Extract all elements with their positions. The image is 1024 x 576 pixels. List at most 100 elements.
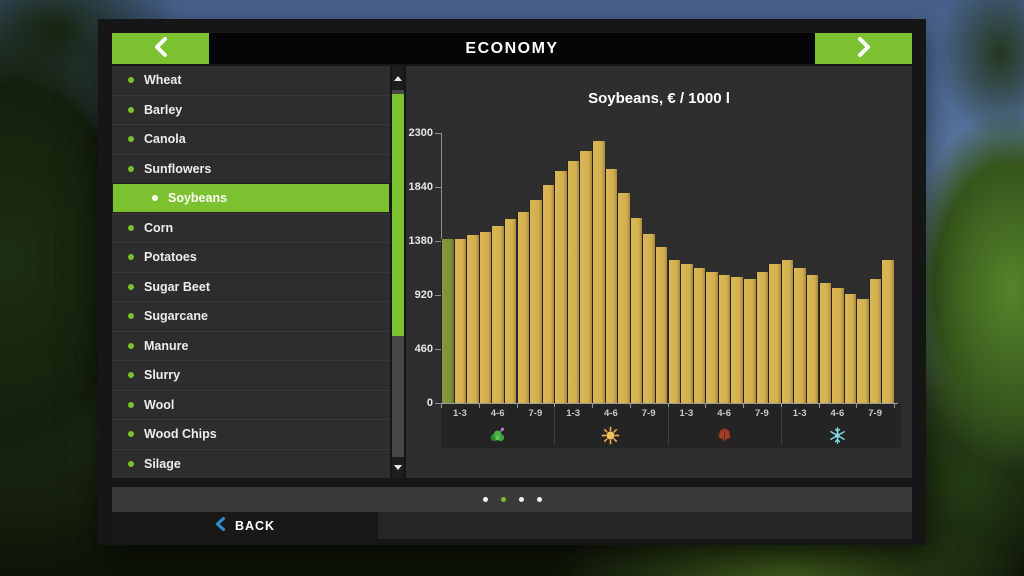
bar xyxy=(466,235,479,403)
bar xyxy=(478,231,492,403)
list-item-wool[interactable]: Wool xyxy=(112,389,390,419)
winter-season-icon xyxy=(818,425,856,445)
bullet-dot-icon xyxy=(128,372,134,379)
bar xyxy=(592,141,605,403)
bullet-dot-icon xyxy=(128,283,134,290)
list-item-label: Silage xyxy=(144,456,181,471)
list-item-label: Potatoes xyxy=(144,250,197,265)
bullet-dot-icon xyxy=(128,165,134,172)
x-tick-label: 7-9 xyxy=(528,408,543,419)
list-item-label: Soybeans xyxy=(168,191,228,206)
list-item-silage[interactable]: Silage xyxy=(112,448,390,478)
list-item-manure[interactable]: Manure xyxy=(112,330,390,360)
summer-season-icon xyxy=(592,425,630,445)
economy-dialog: ECONOMY Wheat Barley Canola Sunflowers Soybe… xyxy=(98,19,926,545)
bar xyxy=(743,279,756,403)
bar xyxy=(755,272,769,403)
x-tick-label: 1-3 xyxy=(679,408,694,419)
y-tick-mark xyxy=(435,295,441,296)
bullet-dot-icon xyxy=(128,401,134,408)
list-item-label: Barley xyxy=(144,102,183,117)
bar xyxy=(856,298,869,403)
list-scrollbar[interactable] xyxy=(392,66,404,478)
bullet-dot-icon xyxy=(128,431,134,438)
bar xyxy=(730,277,743,403)
y-tick-mark xyxy=(435,241,441,242)
bar xyxy=(818,283,832,403)
list-item-slurry[interactable]: Slurry xyxy=(112,360,390,390)
bar xyxy=(692,268,706,403)
bullet-dot-icon xyxy=(128,136,134,143)
list-item-sugar-beet[interactable]: Sugar Beet xyxy=(112,271,390,301)
page-dot-2-active[interactable] xyxy=(500,497,506,502)
next-page-button[interactable] xyxy=(815,33,912,64)
bar xyxy=(566,161,580,403)
x-tick-mark xyxy=(554,404,556,408)
chevron-left-icon xyxy=(215,517,226,534)
commodity-list: Wheat Barley Canola Sunflowers Soybeans Corn P… xyxy=(112,66,390,478)
bullet-dot-icon xyxy=(128,224,134,231)
bar xyxy=(831,287,844,403)
list-item-potatoes[interactable]: Potatoes xyxy=(112,242,390,272)
bullet-dot-icon xyxy=(128,460,134,467)
x-tick-mark xyxy=(667,404,669,408)
x-tick-mark xyxy=(743,404,744,408)
chevron-right-icon xyxy=(856,37,872,60)
back-button-label: BACK xyxy=(234,518,276,533)
y-tick-label: 1380 xyxy=(408,235,433,247)
content: Wheat Barley Canola Sunflowers Soybeans Corn P… xyxy=(112,66,912,478)
bar xyxy=(529,199,542,403)
x-tick-label: 1-3 xyxy=(566,408,580,419)
bar xyxy=(868,279,882,403)
season-divider xyxy=(554,407,556,445)
bar xyxy=(768,264,781,403)
y-tick-mark xyxy=(435,133,441,134)
bar xyxy=(503,218,517,403)
scroll-up-button[interactable] xyxy=(392,66,404,90)
x-axis-strip: 1-3 4-6 7-9 1-3 4-6 7-9 1-3 4-6 7-9 1-3 4-6 7-9 xyxy=(441,404,901,448)
autumn-season-icon xyxy=(705,425,743,445)
list-item-sunflowers[interactable]: Sunflowers xyxy=(112,153,390,183)
bullet-dot-icon xyxy=(152,195,158,202)
list-item-label: Slurry xyxy=(144,368,181,383)
list-item-barley[interactable]: Barley xyxy=(112,94,390,124)
bar xyxy=(491,225,504,403)
x-tick-mark xyxy=(780,404,782,408)
x-tick-label: 4-6 xyxy=(490,408,505,419)
price-chart: Soybeans, € / 1000 l 1-3 4-6 7-9 1-3 4-6 7-9 1… xyxy=(406,66,912,478)
list-item-label: Wheat xyxy=(144,73,182,88)
x-tick-label: 7-9 xyxy=(641,408,656,419)
back-button[interactable]: BACK xyxy=(112,512,378,539)
x-tick-mark xyxy=(818,404,820,408)
list-item-wood-chips[interactable]: Wood Chips xyxy=(112,419,390,449)
bar xyxy=(516,211,530,403)
list-item-corn[interactable]: Corn xyxy=(112,212,390,242)
bar xyxy=(680,264,693,403)
arrow-up-icon xyxy=(394,75,402,81)
page-dot-3[interactable] xyxy=(518,497,524,502)
spring-season-icon xyxy=(479,425,517,445)
scroll-down-button[interactable] xyxy=(392,457,404,478)
bar xyxy=(705,272,718,403)
y-tick-label: 460 xyxy=(414,343,433,355)
y-tick-label: 0 xyxy=(426,397,433,409)
scrollbar-thumb[interactable] xyxy=(392,94,404,336)
x-tick-mark xyxy=(856,404,858,408)
bar-current-period xyxy=(441,238,454,403)
bullet-dot-icon xyxy=(128,313,134,320)
list-item-wheat[interactable]: Wheat xyxy=(112,66,390,95)
chevron-left-icon xyxy=(153,37,169,60)
list-item-sugarcane[interactable]: Sugarcane xyxy=(112,301,390,331)
bar xyxy=(554,170,567,403)
bar xyxy=(654,246,668,403)
y-tick-mark xyxy=(435,187,441,188)
y-tick-label: 920 xyxy=(414,289,433,301)
x-tick-mark xyxy=(592,404,593,408)
prev-page-button[interactable] xyxy=(112,33,209,64)
bullet-dot-icon xyxy=(128,254,134,261)
page-dot-4[interactable] xyxy=(536,497,542,502)
list-item-soybeans[interactable]: Soybeans xyxy=(112,183,390,213)
list-item-canola[interactable]: Canola xyxy=(112,124,390,154)
page-dot-1[interactable] xyxy=(482,497,488,502)
bar xyxy=(617,192,630,403)
